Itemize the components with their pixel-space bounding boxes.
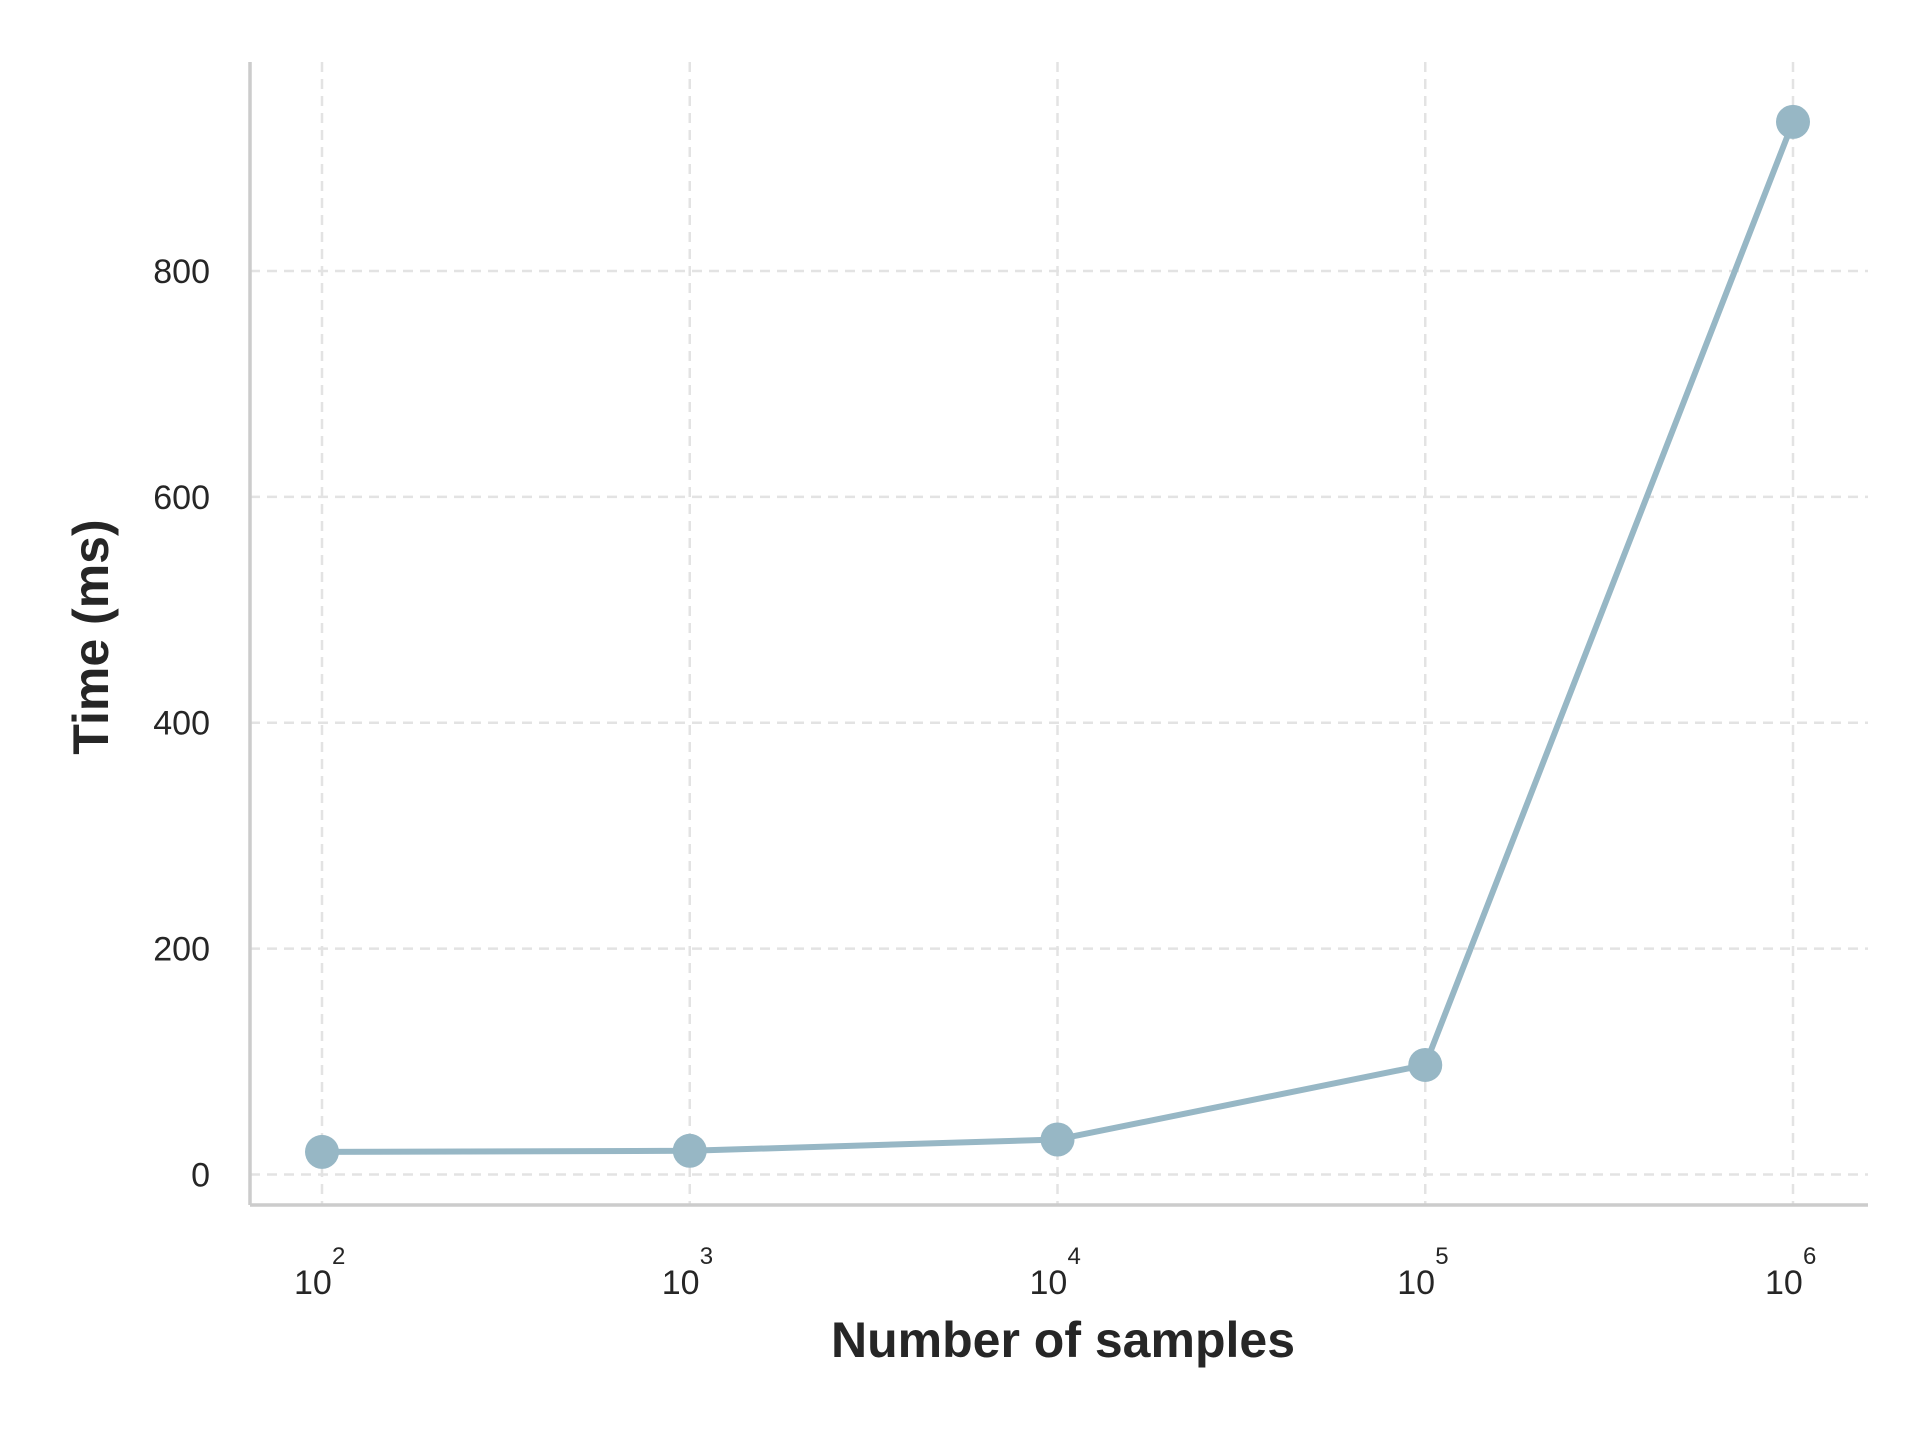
axes	[248, 62, 1868, 1207]
data-point	[1776, 104, 1810, 139]
y-tick-label: 800	[153, 253, 210, 291]
x-tick-exponent: 6	[1803, 1243, 1816, 1270]
y-tick-label: 0	[191, 1157, 210, 1195]
y-tick-label: 400	[153, 705, 210, 743]
data-point	[1408, 1047, 1443, 1082]
series	[305, 104, 1810, 1169]
x-tick-label: 10	[1030, 1264, 1068, 1302]
y-tick-label: 200	[153, 931, 210, 969]
x-axis-title: Number of samples	[831, 1312, 1295, 1368]
data-point	[305, 1134, 339, 1169]
data-point	[672, 1133, 707, 1168]
y-axis-title: Time (ms)	[63, 519, 119, 754]
y-tick-label: 600	[153, 479, 210, 517]
x-tick-label: 10	[1765, 1264, 1803, 1302]
x-tick-label: 10	[294, 1264, 332, 1302]
x-tick-exponent: 3	[700, 1243, 713, 1270]
x-tick-label: 10	[1397, 1264, 1435, 1302]
data-point	[1040, 1122, 1075, 1157]
x-tick-exponent: 5	[1435, 1243, 1448, 1270]
x-tick-exponent: 2	[332, 1243, 345, 1270]
x-tick-label: 10	[662, 1264, 700, 1302]
x-tick-exponent: 4	[1068, 1243, 1081, 1270]
grid	[250, 62, 1868, 1205]
